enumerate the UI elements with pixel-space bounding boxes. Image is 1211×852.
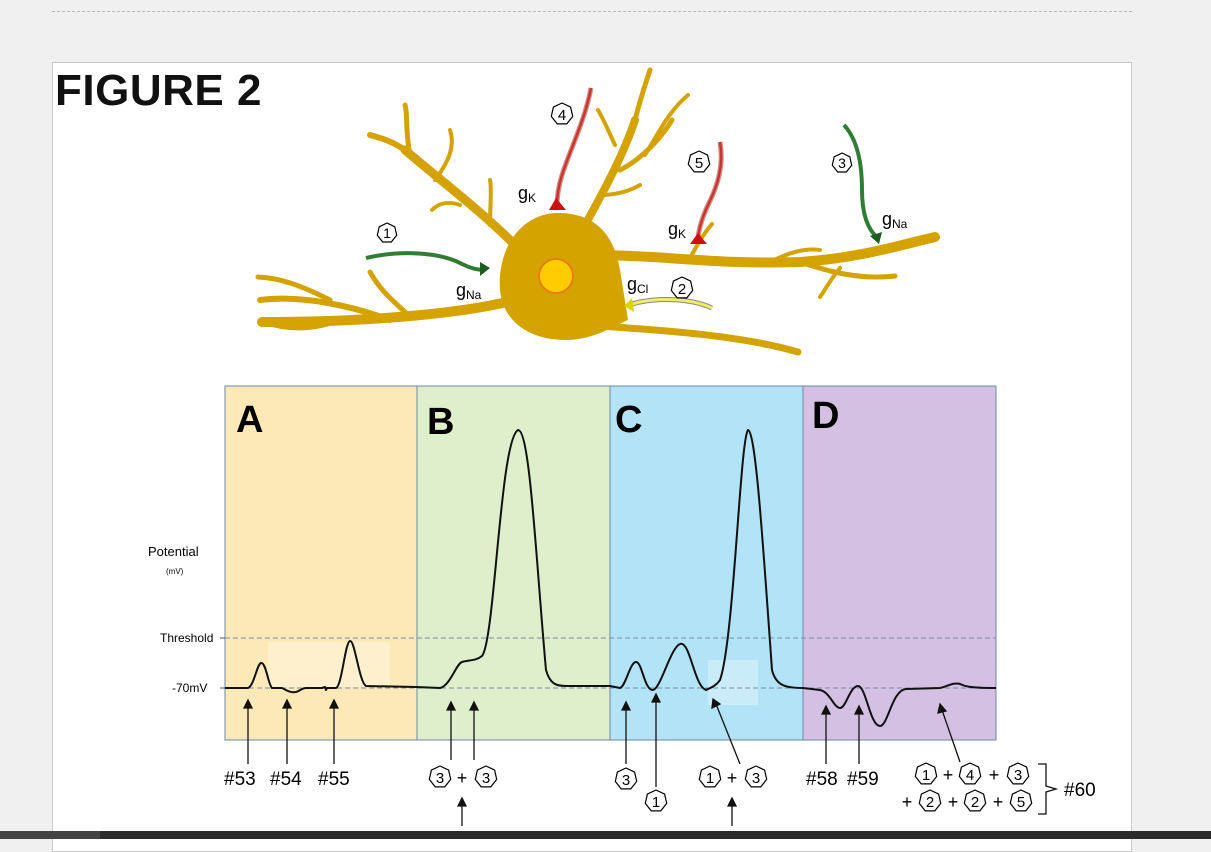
event-label-54: #54 (270, 769, 302, 790)
threshold-label: Threshold (160, 631, 213, 645)
synapse-5: 5 gK (668, 141, 724, 244)
synapse-ref: 3 (1014, 767, 1022, 784)
synapse-ref: 1 (706, 770, 714, 787)
graph-panels: A B C D (224, 385, 997, 741)
nucleus (538, 258, 574, 294)
top-dashed-divider (52, 11, 1132, 12)
panel-label-b: B (427, 401, 454, 443)
conductance-label: gCl (627, 274, 648, 296)
synapse-ref: 3 (752, 770, 760, 787)
plus-sign: + (727, 768, 738, 788)
panel-label-c: C (615, 399, 642, 441)
event-label-59: #59 (847, 769, 879, 790)
panel-c (609, 385, 804, 741)
plus-sign: + (943, 765, 954, 785)
synapse-ref: 2 (926, 794, 934, 811)
plus-sign: + (902, 792, 913, 812)
synapse-number: 2 (678, 281, 686, 298)
bottom-taskbar (0, 831, 1211, 839)
synapse-3: 3 gNa (831, 123, 908, 244)
event-label-58: #58 (806, 769, 838, 790)
y-axis-label: Potential (148, 544, 199, 559)
conductance-label: gNa (456, 280, 482, 302)
highlight-patch (708, 660, 758, 705)
panel-d (802, 385, 997, 741)
bracket (1038, 763, 1059, 815)
synapse-number: 4 (558, 107, 566, 124)
plus-sign: + (993, 792, 1004, 812)
membrane-potential-trace (225, 429, 997, 727)
synapse-ref: 3 (482, 770, 490, 787)
resting-potential-label: -70mV (172, 681, 207, 695)
plus-sign: + (989, 765, 1000, 785)
plus-sign: + (457, 768, 468, 788)
taskbar-tab[interactable] (0, 831, 100, 839)
synapse-number: 1 (383, 225, 391, 241)
plus-sign: + (948, 792, 959, 812)
conductance-label: gK (518, 183, 536, 205)
synapse-ref: 4 (966, 767, 974, 784)
event-label-53: #53 (224, 769, 256, 790)
synapse-4: 4 gK (518, 87, 594, 210)
synapse-ref: 5 (1017, 794, 1025, 811)
synapse-ref: 3 (622, 772, 630, 789)
synapse-2: 2 gCl (624, 274, 714, 312)
event-label-55: #55 (318, 769, 350, 790)
synapse-ref: 2 (971, 794, 979, 811)
synapse-number: 3 (838, 155, 846, 171)
conductance-label: gNa (882, 209, 908, 231)
y-axis-unit: (mV) (166, 567, 184, 576)
conductance-label: gK (668, 219, 686, 241)
figure-title: FIGURE 2 (55, 66, 262, 115)
panel-label-a: A (236, 399, 263, 441)
synapse-ref: 1 (652, 794, 660, 811)
dendrites (255, 67, 940, 356)
annotation-arrows (242, 692, 961, 826)
event-label-60: #60 (1064, 780, 1096, 801)
synapse-1: 1 gNa (365, 222, 490, 302)
synapse-ref: 1 (922, 767, 930, 784)
highlight-patch (268, 642, 390, 687)
synapse-ref: 3 (436, 770, 444, 787)
panel-label-d: D (812, 395, 839, 437)
neuron (255, 67, 940, 356)
synapse-number: 5 (695, 155, 703, 172)
